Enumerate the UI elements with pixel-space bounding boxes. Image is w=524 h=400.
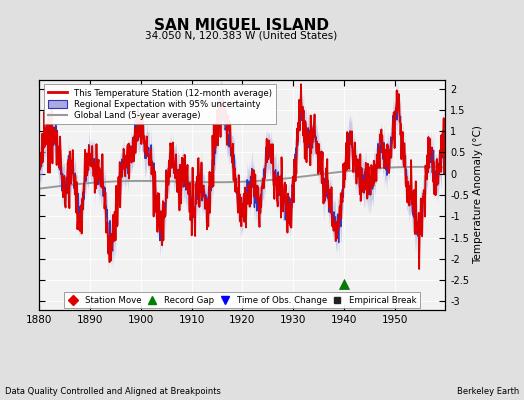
Text: Data Quality Controlled and Aligned at Breakpoints: Data Quality Controlled and Aligned at B… [5, 387, 221, 396]
Text: 34.050 N, 120.383 W (United States): 34.050 N, 120.383 W (United States) [145, 30, 337, 40]
Text: SAN MIGUEL ISLAND: SAN MIGUEL ISLAND [154, 18, 329, 33]
Legend: Station Move, Record Gap, Time of Obs. Change, Empirical Break: Station Move, Record Gap, Time of Obs. C… [64, 292, 420, 308]
Y-axis label: Temperature Anomaly (°C): Temperature Anomaly (°C) [473, 126, 484, 264]
Text: Berkeley Earth: Berkeley Earth [456, 387, 519, 396]
